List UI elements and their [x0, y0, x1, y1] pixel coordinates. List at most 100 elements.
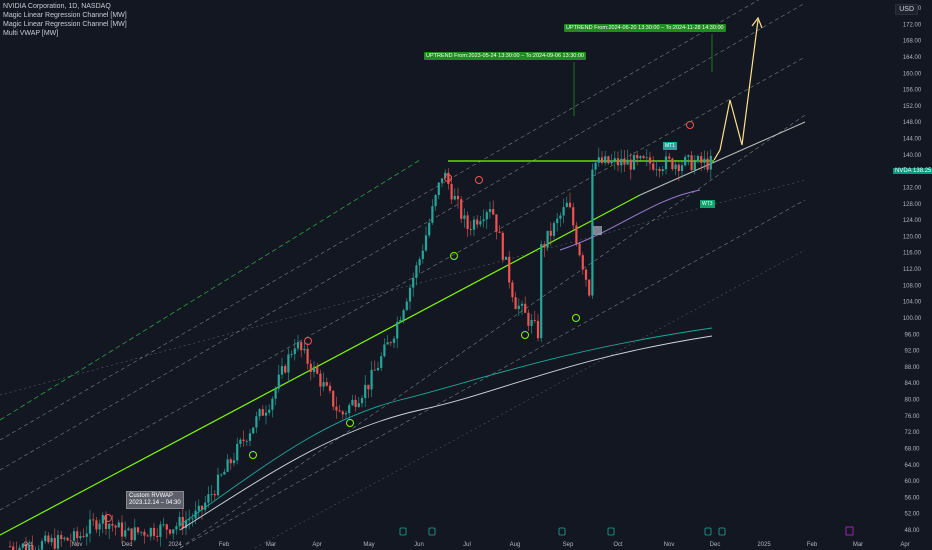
candle-body	[114, 525, 117, 528]
candle-body	[485, 212, 488, 220]
candle-body	[159, 524, 162, 537]
candle-body	[82, 536, 85, 537]
candle-body	[584, 269, 588, 280]
candle-body	[364, 384, 367, 399]
y-tick-label: 128.00	[903, 202, 922, 208]
x-tick-label: Jul	[463, 542, 471, 548]
candle-body	[658, 168, 661, 172]
channel-line	[0, 2, 806, 471]
candle-body	[504, 256, 508, 260]
candle-body	[360, 398, 364, 404]
y-tick-label: 168.00	[903, 39, 922, 45]
candle-body	[261, 409, 264, 416]
pivot-low-marker	[572, 314, 580, 322]
candle-body	[380, 356, 383, 368]
event-marker	[558, 527, 566, 536]
candle-body	[284, 366, 287, 373]
candle-body	[44, 535, 47, 542]
candle-body	[415, 265, 418, 278]
pivot-high-marker	[104, 514, 112, 522]
last-price-tag: NVDA 138.25	[893, 168, 932, 174]
candle-body	[8, 546, 12, 548]
x-tick-label: Feb	[219, 542, 230, 548]
signal-box	[593, 226, 602, 235]
candle-body	[188, 519, 191, 521]
candle-body	[386, 342, 389, 345]
candle-body	[648, 157, 652, 164]
candle-body	[223, 471, 226, 475]
candle-body	[287, 354, 290, 373]
candle-body	[175, 526, 178, 530]
y-tick-label: 120.00	[903, 234, 922, 240]
candle-body	[72, 531, 76, 541]
pivot-low-marker	[450, 252, 458, 260]
x-tick-label: Apr	[312, 542, 321, 548]
candle-body	[607, 156, 610, 164]
y-tick-label: 148.00	[903, 120, 922, 126]
candle-body	[290, 354, 293, 355]
candle-body	[591, 169, 594, 296]
x-tick-label: May	[363, 542, 374, 548]
rvwap-line-1: Custom RVWAP	[129, 493, 174, 499]
candle-body	[226, 459, 229, 472]
candle-body	[200, 505, 204, 510]
candle-body	[501, 232, 504, 260]
candle-body	[687, 155, 690, 157]
candle-body	[117, 522, 120, 528]
candle-body	[578, 243, 581, 256]
candle-body	[303, 348, 306, 351]
y-tick-label: 156.00	[903, 88, 922, 94]
projection-arrowhead	[751, 16, 763, 29]
candle-body	[568, 202, 572, 208]
candle-body	[69, 540, 72, 542]
candle-body	[332, 390, 335, 407]
event-marker	[704, 527, 712, 536]
candle-body	[18, 547, 21, 550]
y-tick-label: 52.00	[904, 512, 920, 518]
mt-label: MT1	[663, 142, 677, 150]
pivot-high-marker	[444, 174, 452, 182]
candle-body	[341, 411, 344, 415]
candle-body	[508, 256, 511, 283]
candle-body	[255, 416, 258, 428]
candle-body	[511, 282, 514, 298]
candle-body	[104, 515, 108, 529]
y-tick-label: 108.00	[903, 283, 922, 289]
candle-body	[479, 221, 482, 225]
candle-body	[95, 520, 98, 530]
candle-body	[684, 156, 687, 166]
candle-body	[146, 535, 149, 537]
y-tick-label: 56.00	[904, 495, 920, 501]
currency-label[interactable]: USD	[895, 4, 918, 15]
candle-body	[213, 494, 216, 496]
candle-body	[136, 527, 140, 533]
y-tick-label: 96.00	[904, 332, 920, 338]
candle-body	[421, 250, 424, 260]
candle-body	[575, 225, 578, 244]
candle-body	[40, 541, 44, 550]
candle-body	[165, 524, 168, 530]
candle-body	[296, 342, 300, 349]
candle-body	[645, 157, 648, 159]
candle-body	[456, 195, 460, 200]
candle-body	[47, 535, 50, 543]
candle-body	[527, 312, 530, 326]
candle-body	[168, 529, 172, 534]
regression-mid	[639, 121, 806, 196]
candle-body	[252, 427, 255, 434]
x-tick-label: Jun	[414, 542, 424, 548]
candle-body	[316, 366, 319, 374]
candle-body	[581, 255, 584, 270]
pivot-high-marker	[304, 337, 312, 345]
candle-body	[572, 207, 575, 226]
x-tick-label: Sep	[563, 542, 574, 548]
earnings-marker	[845, 526, 854, 536]
candle-body	[242, 439, 245, 441]
candle-body	[524, 303, 527, 313]
candle-body	[184, 520, 188, 529]
candle-body	[639, 156, 642, 159]
candle-body	[418, 259, 421, 266]
candle-body	[322, 382, 325, 387]
regression-channels	[0, 0, 806, 549]
